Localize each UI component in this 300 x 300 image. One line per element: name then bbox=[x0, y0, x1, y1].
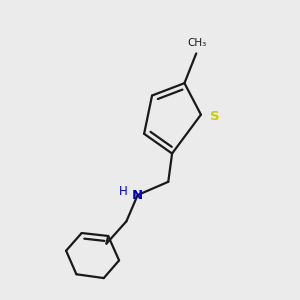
Text: N: N bbox=[132, 188, 143, 202]
Text: H: H bbox=[119, 185, 128, 198]
Text: S: S bbox=[210, 110, 219, 123]
Text: CH₃: CH₃ bbox=[187, 38, 206, 48]
